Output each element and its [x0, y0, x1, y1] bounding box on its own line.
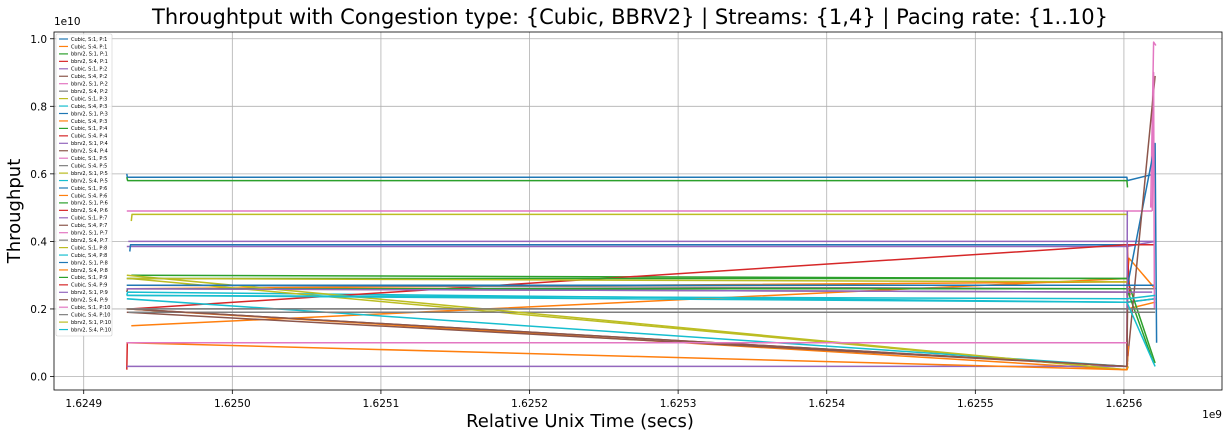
- series-line: [126, 240, 1156, 248]
- series-line: [1149, 41, 1157, 208]
- series-line: [126, 287, 1153, 293]
- legend-label: bbrv2, S:1, P:1: [71, 52, 108, 58]
- legend-label: Cubic, S:1, P:10: [71, 305, 110, 311]
- legend-label: Cubic, S:4, P:6: [71, 193, 107, 199]
- legend-label: bbrv2, S:1, P:8: [71, 260, 108, 266]
- x-tick-label: 1.6252: [511, 398, 548, 410]
- legend-label: bbrv2, S:1, P:3: [71, 111, 108, 117]
- legend-label: Cubic, S:1, P:6: [71, 186, 107, 192]
- legend-label: Cubic, S:1, P:4: [71, 126, 107, 132]
- legend-label: Cubic, S:1, P:3: [71, 96, 107, 102]
- legend-label: Cubic, S:1, P:1: [71, 37, 107, 43]
- legend-box: [55, 33, 113, 337]
- plot-frame: [53, 31, 1223, 391]
- legend-label: bbrv2, S:4, P:8: [71, 268, 108, 274]
- series-line: [130, 213, 1129, 222]
- series-line: [126, 277, 1127, 283]
- legend-label: bbrv2, S:4, P:6: [71, 208, 108, 214]
- y-tick-label: 0.8: [30, 101, 47, 113]
- legend-label: bbrv2, S:1, P:10: [71, 320, 111, 326]
- legend-label: bbrv2, S:1, P:9: [71, 290, 108, 296]
- y-tick-label: 0.4: [30, 236, 47, 248]
- series-line: [126, 173, 1156, 182]
- legend-label: Cubic, S:4, P:4: [71, 134, 107, 140]
- y-axis-label: Throughput: [4, 159, 25, 265]
- axis-ticks: 1.6249 1.6250 1.6251 1.6252 1.6253 1.6254 1.62…: [30, 34, 1142, 410]
- series-line: [1151, 71, 1156, 309]
- series-line: [126, 177, 1129, 188]
- x-tick-label: 1.6251: [363, 398, 400, 410]
- legend-label: Cubic, S:4, P:3: [71, 104, 107, 110]
- x-tick-label: 1.6250: [214, 398, 251, 410]
- y-tick-label: 0.0: [30, 371, 47, 383]
- series-line: [126, 294, 1156, 367]
- legend-label: Cubic, S:4, P:8: [71, 253, 107, 259]
- series-line: [126, 341, 1129, 357]
- legend-label: bbrv2, S:4, P:2: [71, 89, 108, 95]
- legend-label: Cubic, S:1, P:2: [71, 67, 107, 73]
- legend-label: bbrv2, S:1, P:2: [71, 82, 108, 88]
- series-line: [126, 308, 1129, 368]
- legend-label: bbrv2, S:4, P:5: [71, 178, 108, 184]
- legend-label: Cubic, S:4, P:10: [71, 312, 110, 318]
- legend-label: bbrv2, S:4, P:10: [71, 327, 111, 333]
- x-tick-label: 1.6249: [65, 398, 102, 410]
- legend-label: Cubic, S:1, P:7: [71, 216, 107, 222]
- legend-label: bbrv2, S:4, P:1: [71, 59, 108, 65]
- x-axis-label: Relative Unix Time (secs): [466, 411, 694, 432]
- legend-label: Cubic, S:1, P:8: [71, 245, 107, 251]
- legend-label: bbrv2, S:1, P:5: [71, 171, 108, 177]
- legend-label: Cubic, S:1, P:5: [71, 156, 107, 162]
- x-tick-label: 1.6255: [957, 398, 994, 410]
- x-tick-label: 1.6253: [660, 398, 697, 410]
- y-offset-label: 1e10: [54, 16, 81, 28]
- y-tick-label: 0.6: [30, 169, 47, 181]
- legend-label: Cubic, S:4, P:3: [71, 119, 107, 125]
- legend-label: bbrv2, S:1, P:4: [71, 141, 108, 147]
- legend-label: Cubic, S:4, P:1: [71, 44, 107, 50]
- legend-label: bbrv2, S:4, P:7: [71, 238, 108, 244]
- y-tick-label: 0.2: [30, 304, 47, 316]
- legend-label: bbrv2, S:4, P:4: [71, 149, 108, 155]
- legend-label: Cubic, S:4, P:2: [71, 74, 107, 80]
- x-offset-label: 1e9: [1202, 409, 1222, 421]
- legend-label: bbrv2, S:1, P:6: [71, 201, 108, 207]
- series-line: [126, 294, 1156, 300]
- legend-label: bbrv2, S:1, P:7: [71, 231, 108, 237]
- chart-title: Throughtput with Congestion type: {Cubic…: [151, 5, 1108, 30]
- legend-label: Cubic, S:1, P:9: [71, 275, 107, 281]
- x-tick-label: 1.6256: [1106, 398, 1143, 410]
- x-tick-label: 1.6254: [808, 398, 845, 410]
- legend-label: bbrv2, S:4, P:9: [71, 298, 108, 304]
- legend-label: Cubic, S:4, P:7: [71, 223, 107, 229]
- series-line: [126, 75, 1156, 368]
- legend-label: Cubic, S:4, P:9: [71, 283, 107, 289]
- plot-lines: [126, 41, 1158, 371]
- legend-label: Cubic, S:4, P:5: [71, 163, 107, 169]
- series-line: [129, 244, 1127, 252]
- y-tick-label: 1.0: [30, 34, 47, 46]
